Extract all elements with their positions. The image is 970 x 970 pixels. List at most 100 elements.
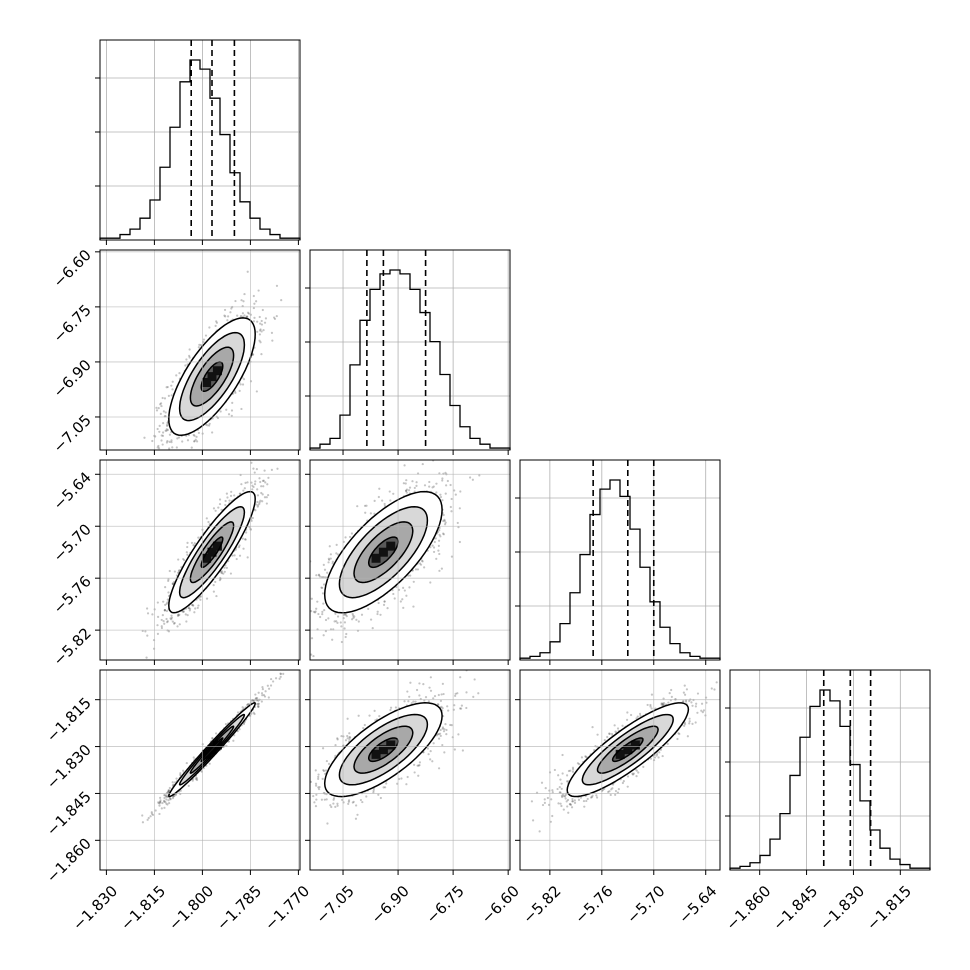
sample-point [163, 608, 167, 612]
sample-point [252, 306, 255, 310]
sample-point [220, 571, 223, 574]
sample-point [176, 437, 179, 440]
sample-point [256, 488, 259, 491]
sample-point [405, 594, 408, 597]
sample-point [223, 308, 227, 312]
sample-point [260, 485, 263, 488]
sample-point [404, 489, 408, 492]
sample-point [421, 560, 424, 563]
sample-point [219, 410, 222, 413]
sample-point [340, 640, 343, 644]
sample-point [331, 638, 334, 641]
sample-point [399, 600, 402, 603]
sample-point [310, 597, 313, 600]
contour-line [323, 490, 443, 614]
sample-point [166, 598, 169, 601]
sample-point [220, 570, 224, 573]
sample-point [431, 486, 434, 489]
sample-point [223, 570, 226, 573]
sample-point [439, 495, 443, 499]
sample-point [175, 446, 178, 449]
sample-point [449, 483, 452, 487]
sample-point [270, 468, 273, 471]
sample-point [262, 479, 265, 482]
sample-point [344, 613, 347, 616]
sample-point [141, 486, 143, 488]
sample-point [186, 439, 190, 442]
sample-point [236, 314, 239, 317]
contour-line [338, 506, 429, 599]
sample-point [459, 490, 462, 493]
sample-point [367, 607, 370, 610]
sample-point [393, 597, 396, 600]
sample-point [161, 431, 165, 434]
sample-point [145, 607, 149, 610]
sample-point [159, 412, 162, 415]
sample-point [217, 506, 220, 509]
sample-point [258, 329, 262, 332]
sample-point [265, 502, 268, 505]
sample-point [259, 499, 262, 502]
sample-point [202, 340, 205, 344]
sample-point [186, 454, 188, 456]
sample-point [263, 469, 266, 472]
sample-point [343, 621, 347, 624]
sample-point [458, 540, 461, 544]
sample-point [429, 581, 432, 584]
sample-point [167, 578, 170, 581]
sample-point [160, 807, 163, 810]
sample-point [348, 535, 352, 539]
sample-point [188, 354, 191, 357]
sample-point [251, 488, 254, 491]
sample-point [224, 503, 227, 507]
sample-point [402, 586, 405, 589]
sample-point [207, 520, 210, 524]
sample-point [228, 499, 231, 502]
sample-point [403, 464, 406, 467]
sample-point [275, 314, 278, 318]
sample-point [260, 323, 264, 326]
sample-point [212, 507, 216, 510]
sample-point [404, 482, 407, 485]
sample-point [161, 396, 164, 400]
sample-point [193, 434, 196, 437]
sample-point [435, 557, 438, 560]
sample-point [340, 625, 343, 628]
panel-frame [519, 459, 721, 661]
histogram-panel-1 [305, 249, 511, 451]
sample-point [171, 446, 174, 449]
sample-point [369, 618, 373, 621]
sample-point [214, 324, 217, 327]
contour-line [168, 490, 256, 614]
sample-point [146, 634, 149, 637]
sample-point [456, 521, 459, 525]
sample-point [186, 541, 189, 544]
sample-point [327, 557, 330, 560]
sample-point [202, 338, 206, 341]
sample-point [280, 299, 283, 302]
sample-point [319, 615, 322, 619]
sample-point [212, 590, 215, 593]
sample-point [458, 507, 461, 510]
sample-point [218, 502, 222, 506]
contour-line [178, 506, 246, 599]
sample-point [377, 601, 380, 605]
sample-point [353, 615, 356, 618]
sample-point [324, 618, 328, 622]
sample-point [320, 586, 324, 590]
sample-point [345, 632, 348, 636]
sample-point [320, 576, 324, 579]
panel-contents [141, 460, 279, 659]
sample-point [273, 317, 277, 320]
sample-point [156, 427, 159, 431]
sample-point [233, 494, 236, 497]
sample-point [229, 494, 233, 498]
sample-point [214, 580, 217, 584]
sample-point [254, 480, 257, 483]
sample-point [323, 568, 327, 571]
density-block [371, 553, 381, 563]
sample-point [407, 489, 411, 492]
sample-point [255, 467, 258, 471]
sample-point [345, 615, 348, 618]
sample-point [432, 546, 436, 549]
